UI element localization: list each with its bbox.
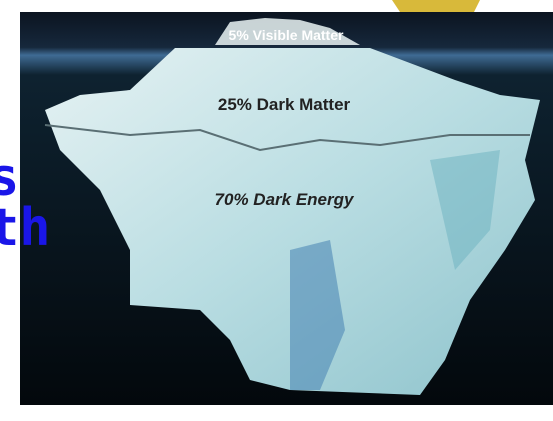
label-dark-energy: 70% Dark Energy — [215, 190, 355, 209]
iceberg-image: 5% Visible Matter 25% Dark Matter 70% Da… — [0, 0, 553, 421]
label-visible: 5% Visible Matter — [229, 27, 344, 43]
page: {"image": {"labels": {"visible_matter": … — [0, 0, 553, 421]
top-shape — [392, 0, 480, 12]
side-text: th — [0, 198, 51, 258]
label-dark-matter: 25% Dark Matter — [218, 95, 351, 114]
